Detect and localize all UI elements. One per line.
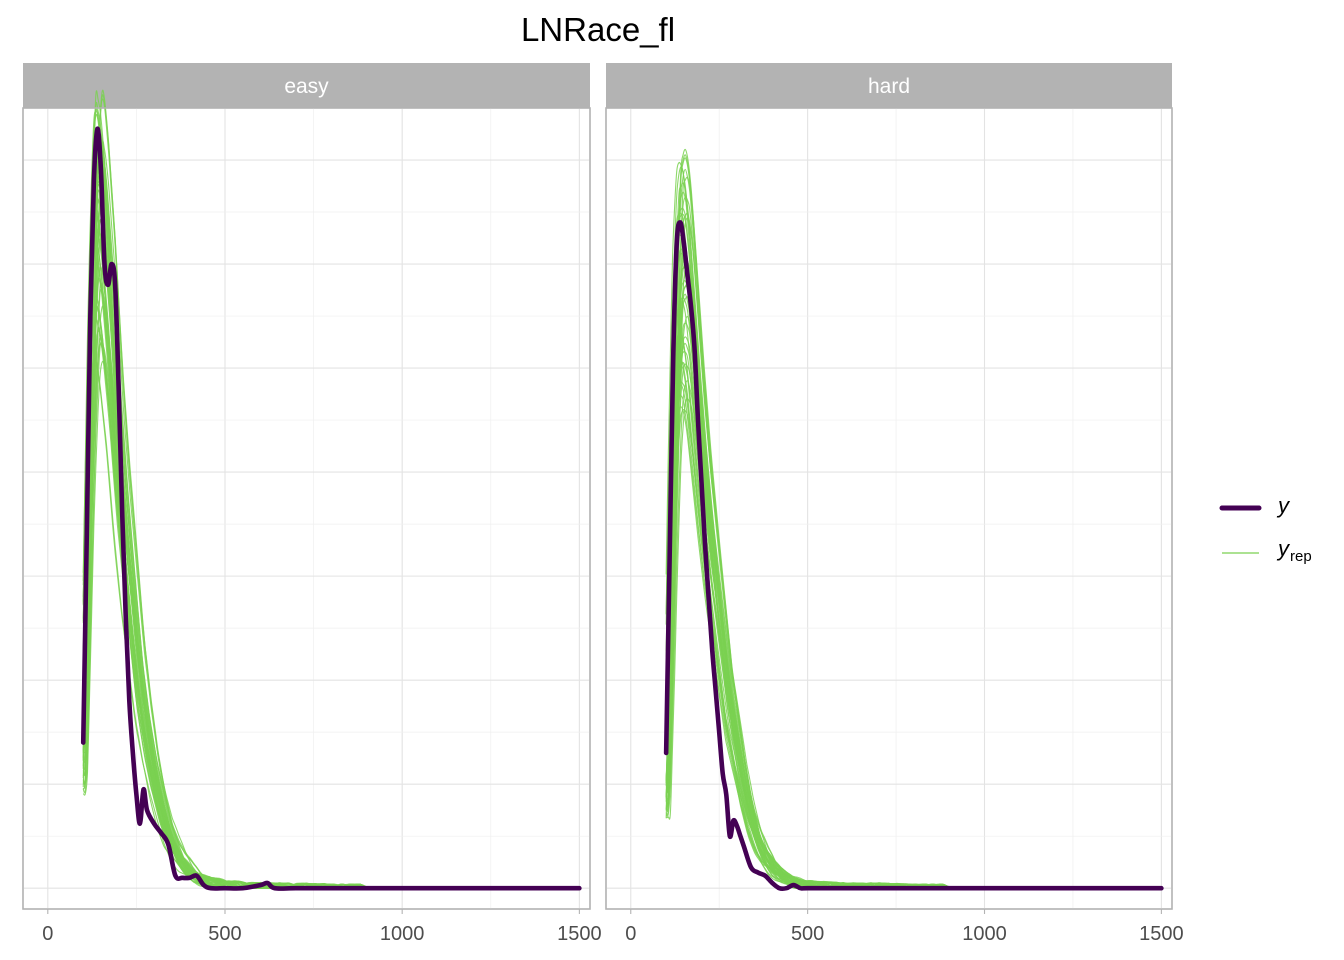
- facet-strip: [23, 63, 590, 108]
- x-tick-label: 500: [208, 923, 241, 945]
- facet-panel-easy: easy 0 500 1000 1500: [22, 63, 602, 945]
- legend-label-yrep: yrep: [1276, 536, 1312, 565]
- y-observed-line: [80, 126, 582, 891]
- x-tick-label: 0: [625, 923, 636, 945]
- x-tick-label: 500: [791, 923, 824, 945]
- legend: y yrep: [1219, 493, 1312, 565]
- x-tick-label: 1500: [557, 923, 602, 945]
- chart-title: LNRace_fl: [521, 11, 675, 48]
- panel-border: [22, 107, 591, 910]
- facet-panel-hard: hard 0 500 1000 1500: [605, 63, 1184, 945]
- legend-label-y: y: [1276, 493, 1291, 518]
- facet-strip-label: hard: [868, 75, 910, 98]
- y-observed-line: [663, 220, 1164, 892]
- panel-border: [605, 107, 1173, 910]
- facet-strip: [606, 63, 1172, 108]
- facet-strip-label: easy: [284, 75, 329, 98]
- x-tick-label: 1500: [1139, 923, 1184, 945]
- facet-panels: easy 0 500 1000 1500 hard 0 500 1000 1500: [22, 63, 1184, 945]
- x-tick-label: 0: [42, 923, 53, 945]
- x-tick-label: 1000: [962, 923, 1007, 945]
- x-tick-label: 1000: [380, 923, 425, 945]
